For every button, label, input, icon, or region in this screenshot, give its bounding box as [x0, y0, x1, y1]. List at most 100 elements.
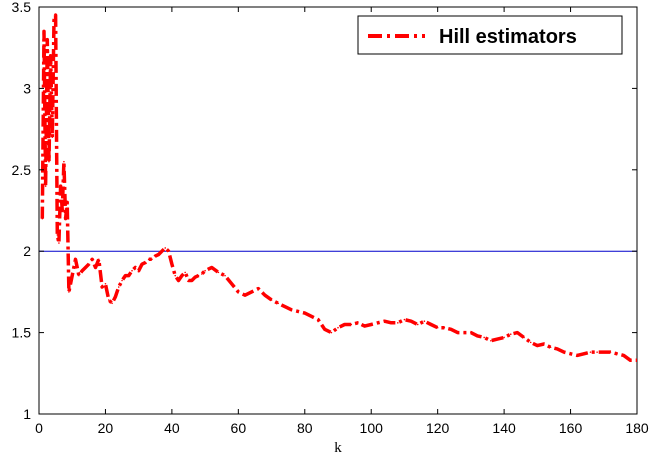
x-tick-label: 20: [98, 420, 114, 436]
data-point: [589, 351, 592, 353]
y-tick-label: 1.5: [12, 325, 32, 341]
data-point: [78, 274, 80, 277]
data-point: [141, 263, 143, 266]
data-point: [68, 291, 70, 293]
data-point: [49, 55, 52, 57]
data-point: [41, 217, 44, 220]
data-point: [490, 339, 492, 342]
data-point: [204, 269, 206, 272]
legend: Hill estimators: [357, 15, 623, 55]
data-point: [53, 19, 55, 21]
data-point: [184, 271, 186, 274]
data-point: [98, 258, 100, 261]
data-point: [456, 331, 459, 334]
data-point: [270, 299, 273, 301]
data-point: [310, 315, 313, 318]
data-point: [44, 185, 47, 187]
data-point: [450, 328, 452, 331]
data-point: [54, 14, 57, 16]
data-point: [200, 273, 203, 275]
data-point: [224, 274, 226, 277]
x-axis-label: k: [334, 440, 342, 456]
data-point: [622, 354, 625, 357]
x-tick-label: 60: [231, 420, 247, 436]
data-point: [197, 274, 200, 277]
data-point: [124, 274, 127, 277]
data-point: [436, 326, 439, 329]
data-point: [174, 274, 177, 277]
data-point: [51, 136, 54, 139]
data-point: [127, 274, 130, 277]
data-point: [516, 331, 519, 334]
data-point: [64, 217, 67, 220]
data-point: [171, 263, 173, 266]
x-axis-ticks: 0 20 40 60 80 100 120 140 160 180: [35, 7, 649, 436]
y-tick-label: 2: [23, 243, 31, 259]
data-point: [470, 331, 472, 334]
data-point: [277, 302, 280, 305]
data-point: [151, 258, 153, 261]
data-point: [104, 282, 107, 285]
y-tick-label: 3: [23, 80, 31, 96]
data-point: [84, 266, 87, 269]
series-points: [41, 14, 637, 362]
data-point: [81, 269, 83, 272]
data-point: [237, 291, 240, 293]
data-point: [114, 295, 117, 298]
data-point: [323, 328, 326, 331]
data-point: [147, 258, 150, 261]
data-point: [529, 341, 532, 344]
data-point: [144, 261, 147, 264]
data-point: [161, 250, 163, 252]
data-point: [337, 326, 339, 329]
data-point: [250, 291, 253, 293]
data-point: [543, 343, 545, 345]
data-point: [629, 359, 632, 362]
data-point: [61, 209, 64, 212]
data-point: [463, 331, 466, 334]
data-point: [284, 305, 286, 308]
data-point: [210, 266, 213, 269]
data-point: [503, 336, 505, 339]
data-point: [370, 323, 373, 326]
x-tick-label: 120: [426, 420, 450, 436]
data-point: [602, 351, 605, 353]
data-point: [157, 253, 160, 256]
data-point: [58, 242, 60, 244]
x-tick-label: 100: [360, 420, 384, 436]
data-point: [94, 266, 97, 269]
data-point: [609, 351, 612, 353]
data-point: [403, 318, 406, 321]
data-point: [117, 286, 120, 288]
data-point: [131, 269, 133, 272]
data-point: [63, 160, 65, 163]
data-point: [523, 336, 525, 339]
data-point: [71, 274, 74, 277]
data-point: [74, 258, 77, 261]
data-point: [397, 322, 399, 324]
data-point: [563, 351, 565, 353]
data-point: [496, 338, 499, 340]
plot-frame: [38, 6, 638, 415]
data-point: [217, 271, 220, 274]
y-axis-ticks: 1 1.5 2 2.5 3 3.5: [12, 0, 637, 422]
data-point: [556, 348, 559, 350]
y-tick-label: 1: [23, 406, 31, 422]
data-point: [66, 201, 69, 204]
data-point: [423, 320, 426, 323]
data-point: [48, 160, 50, 163]
data-point: [88, 263, 90, 266]
data-point: [121, 279, 123, 282]
data-point: [576, 354, 578, 357]
plot-area: [38, 6, 638, 415]
data-point: [134, 266, 137, 269]
data-point: [390, 322, 392, 324]
data-point: [443, 326, 446, 329]
data-point: [257, 287, 260, 290]
data-point: [536, 344, 539, 347]
data-point: [377, 322, 379, 324]
data-point: [416, 323, 419, 326]
data-point: [616, 352, 618, 355]
legend-label: Hill estimators: [439, 26, 577, 48]
